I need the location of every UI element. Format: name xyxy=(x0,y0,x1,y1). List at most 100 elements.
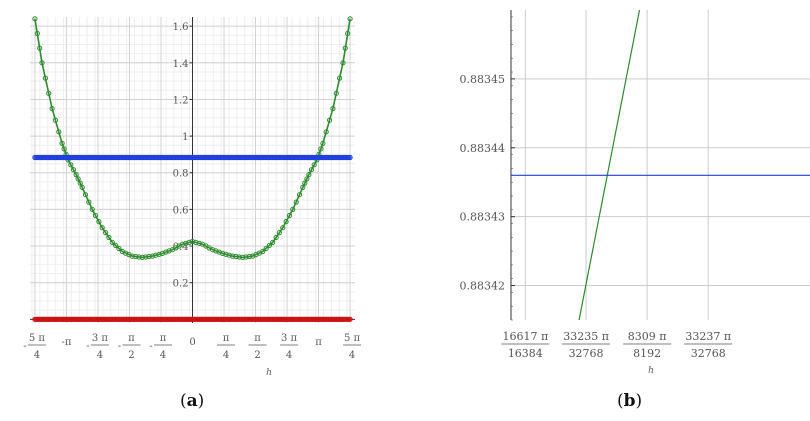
series-marker xyxy=(340,60,346,66)
caption-a: (a) xyxy=(180,391,205,411)
series-marker xyxy=(306,172,312,178)
series-marker xyxy=(302,180,308,186)
series-marker xyxy=(37,45,43,51)
series-marker xyxy=(103,230,109,236)
series-marker xyxy=(233,253,239,260)
y-tick-label: 1.4 xyxy=(173,59,189,70)
caption-b: (b) xyxy=(617,391,643,411)
series-marker xyxy=(109,239,115,245)
series-marker xyxy=(68,162,74,168)
x-tick-denominator: 4 xyxy=(286,350,292,361)
series-marker xyxy=(99,225,105,231)
series-marker xyxy=(75,176,81,182)
series-marker xyxy=(226,252,232,258)
x-tick-denominator: 2 xyxy=(254,350,260,361)
series-marker xyxy=(79,184,85,190)
x-tick-numerator: 3 π xyxy=(281,333,298,344)
series-marker xyxy=(59,140,65,146)
y-tick-label: 0.88344 xyxy=(460,142,506,155)
series-marker xyxy=(337,75,343,81)
x-tick-sign: - xyxy=(149,341,152,352)
x-tick-denominator: 2 xyxy=(128,350,134,361)
x-tick-numerator: 3 π xyxy=(92,333,109,344)
caption-b-letter: b xyxy=(623,391,636,411)
series-marker xyxy=(96,219,102,225)
series-marker xyxy=(286,212,293,219)
x-tick-label: π xyxy=(315,337,322,348)
x-tick-denominator: 4 xyxy=(34,350,40,361)
series-marker xyxy=(270,239,276,245)
chart-a: 0.20.40.60.811.21.41.6-5 π4-π -3 π4-π2-π4… xyxy=(23,16,362,378)
series-marker xyxy=(49,106,55,112)
series-marker xyxy=(179,241,186,247)
series-marker xyxy=(42,75,49,81)
series-marker xyxy=(143,254,149,260)
y-tick-label: 0.88343 xyxy=(460,211,506,224)
series-marker xyxy=(263,245,269,252)
series-marker xyxy=(266,242,272,248)
x-tick-label: -π xyxy=(61,337,71,348)
series-marker xyxy=(223,251,229,257)
series-marker xyxy=(330,106,336,112)
series-marker xyxy=(183,240,189,246)
series-marker xyxy=(347,316,353,322)
x-tick-denominator: 8192 xyxy=(633,347,661,360)
series-marker xyxy=(333,90,339,96)
series-marker xyxy=(136,254,142,260)
series-marker xyxy=(308,167,315,173)
x-tick-numerator: π xyxy=(254,333,261,344)
series-marker xyxy=(293,199,299,205)
series-marker xyxy=(345,30,351,37)
y-tick-label: 0.88342 xyxy=(460,280,506,293)
x-tick-denominator: 4 xyxy=(349,350,355,361)
x-axis-title: h xyxy=(266,368,272,378)
series-marker xyxy=(106,234,112,241)
series-marker xyxy=(304,176,310,182)
series-marker xyxy=(300,184,306,190)
series-marker xyxy=(61,146,67,152)
series-marker xyxy=(32,16,38,22)
series-marker xyxy=(73,172,79,178)
x-tick-label: 0 xyxy=(189,337,195,348)
series-marker xyxy=(153,252,159,258)
series-marker xyxy=(52,117,59,123)
x-tick-numerator: 33235 π xyxy=(563,330,609,343)
series-marker xyxy=(149,253,155,259)
series-marker xyxy=(327,117,333,123)
caption-a-letter: a xyxy=(186,391,198,411)
series-marker xyxy=(46,90,52,96)
series-marker xyxy=(342,45,348,51)
series-marker xyxy=(236,254,242,260)
x-tick-sign: - xyxy=(86,341,89,352)
series-marker xyxy=(34,30,40,37)
series-marker xyxy=(113,242,119,248)
y-tick-label: 0.8 xyxy=(173,169,189,180)
series-marker xyxy=(311,162,317,168)
series-marker xyxy=(189,238,196,245)
series-marker xyxy=(320,140,326,146)
series-marker xyxy=(323,129,329,135)
x-tick-numerator: 5 π xyxy=(344,333,361,344)
y-tick-label: 0.88345 xyxy=(460,73,506,86)
series-marker xyxy=(39,60,45,66)
series-marker xyxy=(133,253,139,260)
series-marker xyxy=(276,230,282,236)
series-marker xyxy=(347,16,353,22)
series-marker xyxy=(77,180,83,186)
chart-b: 0.88342 0.88343 0.88344 0.88345 16617 π 16384… xyxy=(460,9,810,376)
x-tick-sign: - xyxy=(118,341,121,352)
series-marker xyxy=(347,154,353,161)
series-marker xyxy=(273,234,279,241)
x-tick-numerator: 16617 π xyxy=(502,330,548,343)
series-marker xyxy=(243,254,249,260)
series-marker xyxy=(260,248,266,255)
series-marker xyxy=(246,253,252,260)
x-tick-denominator: 4 xyxy=(223,350,229,361)
x-tick-numerator: π xyxy=(223,333,230,344)
x-tick-numerator: 5 π xyxy=(29,333,46,344)
series-line xyxy=(34,18,351,259)
series-marker xyxy=(318,146,324,152)
x-tick-numerator: π xyxy=(160,333,167,344)
x-tick-denominator: 4 xyxy=(97,350,103,361)
x-tick-sign: - xyxy=(23,341,26,352)
